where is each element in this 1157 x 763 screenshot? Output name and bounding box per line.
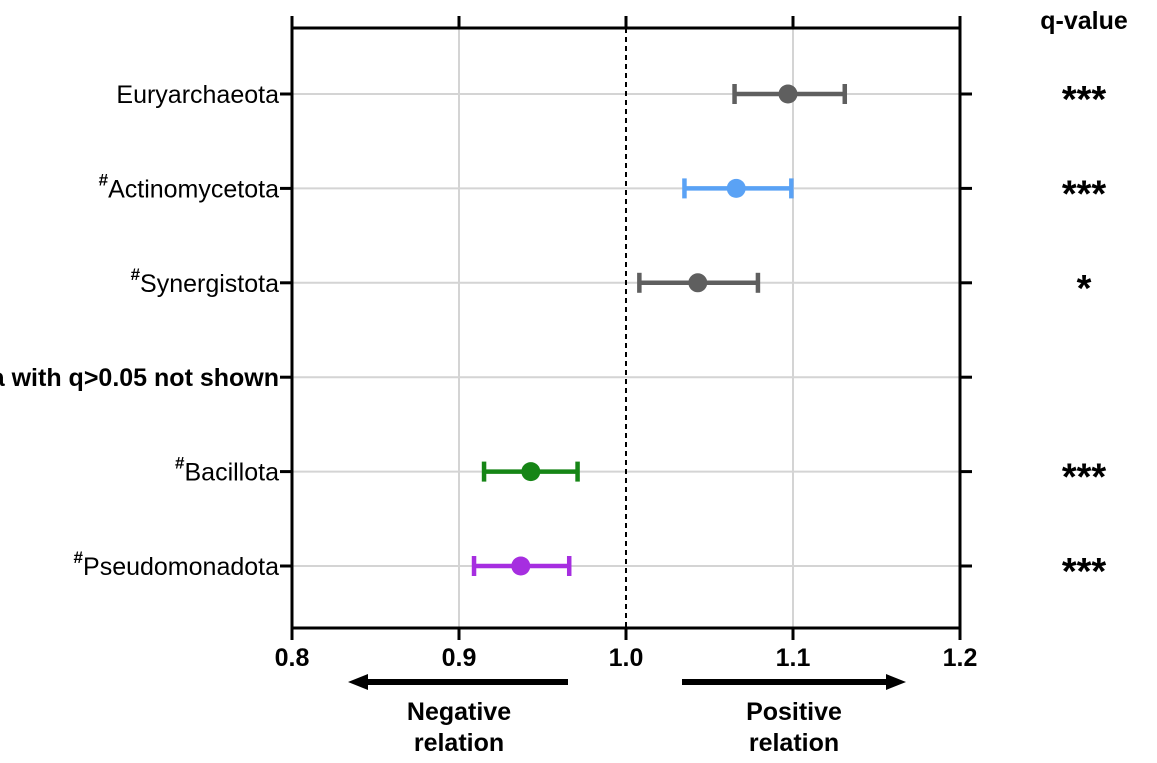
data-point-group — [481, 461, 580, 482]
direction-annotations: Negative relation Positive relation — [348, 674, 906, 757]
category-label: #Pseudomonadota — [74, 548, 280, 581]
q-value-stars: *** — [1062, 173, 1107, 215]
negative-relation-label: Negative — [407, 698, 511, 726]
category-name: Actinomycetota — [108, 175, 279, 203]
data-point — [521, 462, 541, 482]
data-point — [726, 178, 746, 198]
category-label: …Phyla with q>0.05 not shown — [0, 364, 279, 392]
q-value-stars: ************* — [1062, 79, 1107, 593]
x-tick-label: 1.2 — [943, 644, 978, 672]
axis-ticks: 0.8 0.9 1.0 1.1 1.2 — [275, 16, 978, 672]
data-point-group — [471, 556, 572, 576]
q-value-stars: * — [1077, 268, 1092, 310]
hash-marker: # — [99, 170, 109, 189]
positive-relation-label: Positive — [746, 698, 842, 726]
data-point — [688, 273, 708, 293]
category-labels: Euryarchaeota#Actinomycetota#Synergistot… — [0, 81, 279, 581]
hash-marker: # — [74, 548, 84, 567]
category-name: Synergistota — [140, 270, 279, 298]
q-value-stars: *** — [1062, 457, 1107, 499]
data-point-group — [637, 272, 761, 293]
negative-arrow-head — [348, 674, 368, 690]
category-label: #Actinomycetota — [99, 170, 279, 203]
q-value-stars: *** — [1062, 79, 1107, 121]
data-point-group — [732, 84, 848, 104]
positive-relation-label: relation — [749, 729, 839, 757]
data-point-group — [682, 178, 794, 199]
data-point — [778, 84, 798, 104]
category-label: Euryarchaeota — [116, 81, 279, 109]
data-point — [511, 556, 531, 576]
x-tick-label: 1.0 — [609, 644, 644, 672]
category-label: #Bacillota — [175, 454, 279, 487]
hash-marker: # — [131, 265, 141, 284]
x-tick-label: 0.9 — [442, 644, 477, 672]
q-value-stars: *** — [1062, 551, 1107, 593]
q-value-header: q-value — [1040, 7, 1128, 35]
x-tick-label: 0.8 — [275, 644, 310, 672]
positive-arrow-head — [886, 674, 906, 690]
x-tick-label: 1.1 — [776, 644, 811, 672]
negative-relation-label: relation — [414, 729, 504, 757]
data-points — [471, 84, 848, 576]
hash-marker: # — [175, 454, 185, 473]
category-name: Pseudomonadota — [83, 553, 279, 581]
category-name: Bacillota — [185, 459, 280, 487]
category-label: #Synergistota — [131, 265, 280, 298]
